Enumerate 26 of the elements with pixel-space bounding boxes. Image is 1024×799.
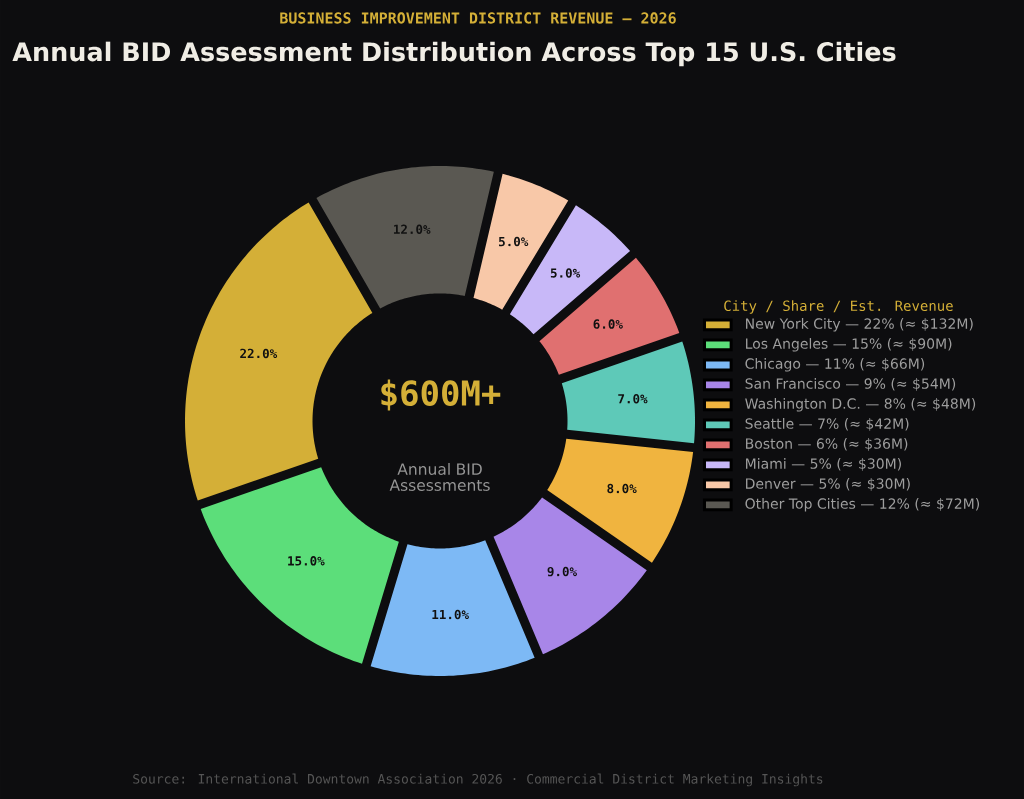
legend-label: Chicago — 11% (≈ $66M): [745, 358, 925, 372]
legend-label: San Francisco — 9% (≈ $54M): [745, 378, 956, 391]
data-label: 5.0%: [499, 236, 529, 247]
legend-label: New York City — 22% (≈ $132M): [746, 318, 973, 332]
data-label: 7.0%: [618, 393, 648, 404]
legend-label: Boston — 6% (≈ $36M): [746, 438, 908, 451]
legend-label: Other Top Cities — 12% (≈ $72M): [745, 498, 980, 512]
data-label: 8.0%: [607, 483, 637, 494]
legend-label: Miami — 5% (≈ $30M): [746, 458, 901, 471]
data-label: 5.0%: [550, 268, 581, 278]
text: $600M+: [381, 379, 501, 411]
text: Annual BID Assessments: [389, 462, 490, 491]
legend-label: Washington D.C. — 8% (≈ $48M): [745, 398, 976, 412]
data-label: 6.0%: [593, 319, 623, 329]
data-label: 15.0%: [288, 556, 325, 566]
legend-label: Seattle — 7% (≈ $42M): [745, 418, 909, 431]
legend-title: City / Share / Est. Revenue: [724, 300, 953, 314]
chart-title: Annual BID Assessment Distribution Across Top 15 U.S. Cities: [12, 41, 896, 67]
chart-subtitle: BUSINESS IMPROVEMENT DISTRICT REVENUE — 2026: [280, 12, 676, 24]
source-note: Source: International Downtown Association 2026 · Commercial District Marketing Insights: [133, 773, 823, 787]
data-label: 11.0%: [432, 609, 469, 620]
data-label: 12.0%: [393, 224, 431, 234]
data-label: 22.0%: [240, 348, 278, 359]
legend-label: Denver — 5% (≈ $30M): [746, 478, 910, 491]
data-label: 9.0%: [547, 566, 577, 577]
legend-label: Los Angeles — 15% (≈ $90M): [746, 338, 952, 352]
